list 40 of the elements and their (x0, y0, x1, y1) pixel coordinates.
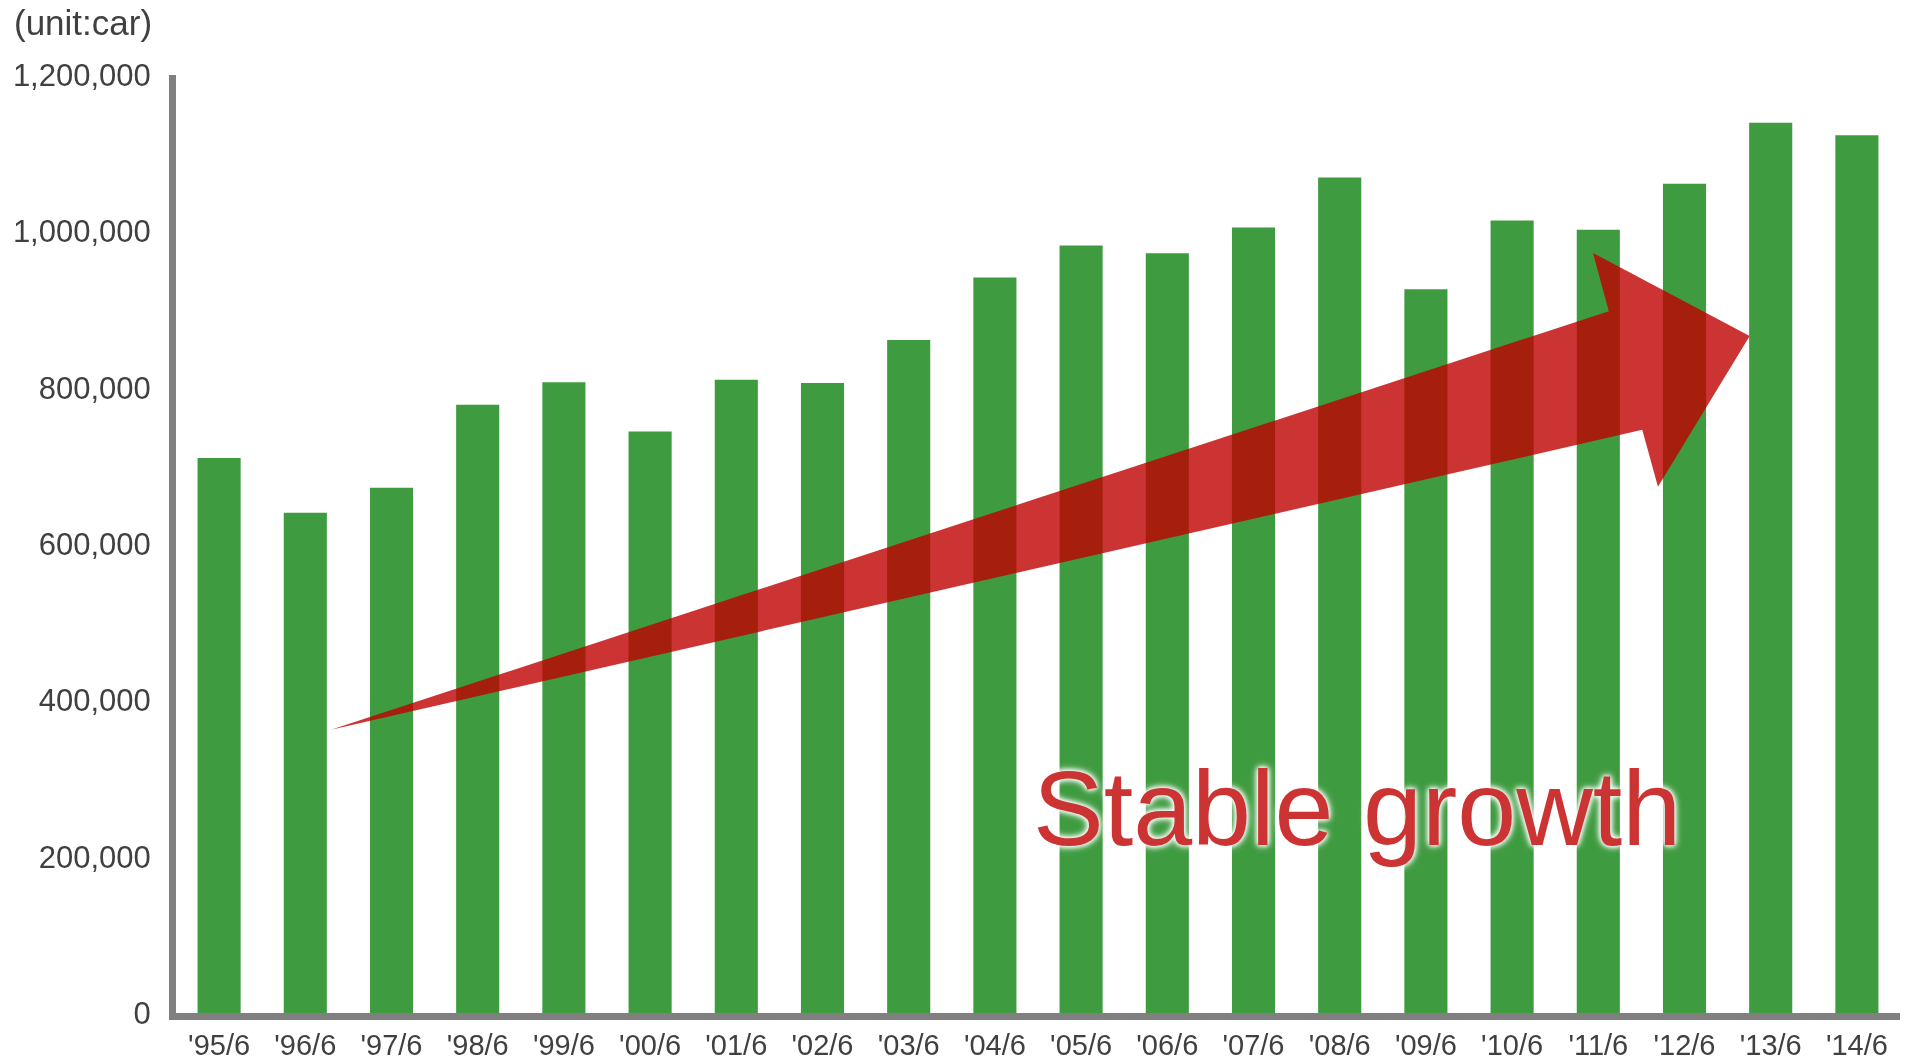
x-tick-label: '12/6 (1653, 1028, 1716, 1061)
x-tick-label: '00/6 (619, 1028, 682, 1061)
x-tick-label: '13/6 (1739, 1028, 1802, 1061)
x-tick-label: '03/6 (877, 1028, 940, 1061)
x-tick-label: '96/6 (274, 1028, 337, 1061)
y-tick-label: 800,000 (38, 370, 151, 406)
y-tick-label: 1,000,000 (12, 214, 151, 250)
y-axis-title: (unit:car) (14, 3, 153, 42)
x-tick-label: '04/6 (963, 1028, 1026, 1061)
x-tick-label: '06/6 (1136, 1028, 1199, 1061)
x-tick-label: '99/6 (532, 1028, 595, 1061)
x-tick-label: '01/6 (705, 1028, 768, 1061)
y-tick-label: 200,000 (38, 839, 151, 875)
x-tick-label: '07/6 (1222, 1028, 1285, 1061)
x-tick-label: '08/6 (1308, 1028, 1371, 1061)
bar (628, 431, 672, 1013)
y-tick-label: 1,200,000 (12, 57, 151, 93)
x-tick-label: '95/6 (188, 1028, 251, 1061)
bar (887, 339, 931, 1013)
bar (1835, 135, 1879, 1013)
bar (283, 512, 327, 1013)
x-tick-label: '05/6 (1050, 1028, 1113, 1061)
bar (369, 487, 414, 1013)
x-tick-label: '14/6 (1825, 1028, 1888, 1061)
y-tick-label: 600,000 (38, 526, 151, 562)
bar (542, 382, 586, 1013)
x-tick-label: '98/6 (446, 1028, 509, 1061)
x-tick-label: '09/6 (1394, 1028, 1457, 1061)
bar (714, 379, 758, 1013)
bar (800, 382, 845, 1013)
bar (456, 404, 500, 1013)
x-tick-label: '02/6 (791, 1028, 854, 1061)
bar (1749, 122, 1793, 1013)
x-tick-label: '11/6 (1568, 1028, 1629, 1061)
y-tick-label: 400,000 (38, 683, 151, 719)
x-tick-label: '97/6 (360, 1028, 423, 1061)
y-tick-label: 0 (133, 995, 151, 1031)
bar (973, 277, 1017, 1013)
bar (197, 458, 241, 1013)
x-tick-label: '10/6 (1481, 1028, 1544, 1061)
